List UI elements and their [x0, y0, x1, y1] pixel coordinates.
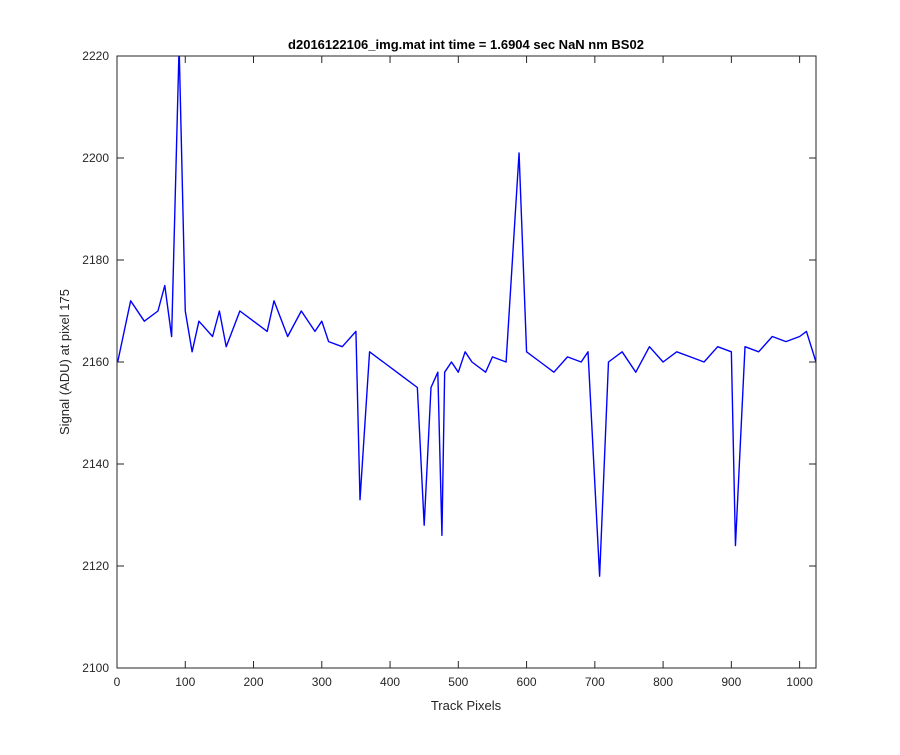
y-axis: 2100 2120 2140 2160 2180 2200 2220 [82, 49, 816, 675]
x-tick-label: 500 [448, 675, 468, 689]
y-tick-label: 2120 [82, 559, 109, 573]
chart-title: d2016122106_img.mat int time = 1.6904 se… [288, 37, 644, 52]
x-tick-label: 900 [721, 675, 741, 689]
y-tick-label: 2140 [82, 457, 109, 471]
x-tick-label: 600 [517, 675, 537, 689]
y-tick-label: 2220 [82, 49, 109, 63]
y-tick-label: 2180 [82, 253, 109, 267]
x-tick-label: 300 [312, 675, 332, 689]
x-tick-label: 1000 [786, 675, 813, 689]
y-axis-label: Signal (ADU) at pixel 175 [57, 289, 72, 435]
y-tick-label: 2160 [82, 355, 109, 369]
x-tick-label: 100 [175, 675, 195, 689]
x-axis: 0 100 200 300 400 500 600 700 800 900 1000 [114, 56, 813, 689]
x-tick-label: 0 [114, 675, 121, 689]
series-layer [117, 56, 816, 577]
y-tick-label: 2200 [82, 151, 109, 165]
x-axis-label: Track Pixels [431, 698, 502, 713]
x-tick-label: 400 [380, 675, 400, 689]
x-tick-label: 800 [653, 675, 673, 689]
x-tick-label: 200 [244, 675, 264, 689]
plot-area [117, 56, 816, 668]
x-tick-label: 700 [585, 675, 605, 689]
series-line-0 [117, 56, 816, 577]
y-tick-label: 2100 [82, 661, 109, 675]
